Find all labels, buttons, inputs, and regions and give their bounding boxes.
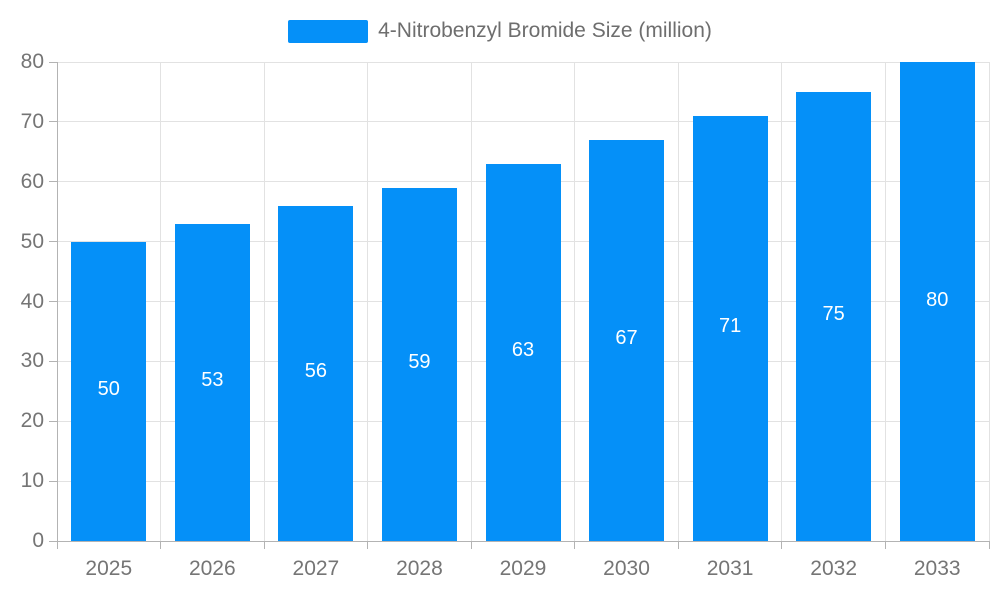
x-axis-tick: [160, 541, 162, 549]
gridline-vertical: [781, 62, 783, 541]
gridline-vertical: [263, 62, 265, 541]
bar-value-label: 59: [408, 351, 431, 374]
legend-label: 4-Nitrobenzyl Bromide Size (million): [378, 19, 712, 42]
x-tick-label: 2025: [85, 557, 133, 580]
bar: [899, 62, 975, 541]
bar-value-label: 63: [511, 339, 535, 362]
bar-value-label: 50: [97, 378, 120, 401]
x-tick-label: 2032: [810, 557, 857, 580]
y-axis-tick: [49, 420, 57, 422]
x-axis-tick: [884, 541, 886, 549]
x-tick-label: 2026: [188, 557, 236, 580]
y-axis-tick: [49, 121, 57, 123]
bar-value-label: 80: [926, 288, 949, 311]
y-tick-label: 80: [20, 50, 44, 73]
y-tick-label: 70: [20, 109, 44, 133]
bar-value-label: 67: [615, 327, 638, 350]
x-tick-label: 2031: [706, 557, 754, 580]
x-tick-label: 2029: [499, 557, 547, 580]
y-axis-tick: [49, 61, 57, 63]
y-tick-label: 20: [20, 409, 44, 433]
gridline-vertical: [677, 62, 679, 541]
y-axis-tick: [49, 360, 57, 362]
y-axis-tick: [49, 480, 57, 482]
bar-value-label: 56: [304, 360, 327, 383]
legend-swatch: [288, 19, 369, 43]
y-axis-tick: [49, 301, 57, 302]
gridline-horizontal: [57, 61, 989, 63]
y-tick-label: 40: [20, 289, 44, 313]
gridline-horizontal: [57, 121, 989, 123]
bar-value-label: 53: [201, 369, 224, 392]
x-tick-label: 2030: [603, 557, 650, 580]
y-tick-label: 0: [32, 529, 44, 552]
y-axis-tick: [49, 181, 57, 183]
y-axis-tick: [49, 540, 57, 542]
y-axis-tick: [49, 241, 57, 243]
bar: [278, 205, 354, 541]
gridline-vertical: [160, 62, 162, 541]
y-tick-label: 50: [20, 229, 44, 253]
bar: [589, 139, 665, 541]
y-tick-label: 30: [20, 349, 44, 373]
x-axis-tick: [677, 541, 679, 549]
bar: [174, 223, 250, 541]
bar-value-label: 75: [822, 303, 845, 326]
chart-legend-item[interactable]: 4-Nitrobenzyl Bromide Size (million): [0, 16, 1000, 46]
x-axis-tick: [574, 541, 576, 549]
gridline-vertical: [367, 62, 369, 541]
bar: [71, 241, 147, 541]
gridline-vertical: [884, 62, 886, 541]
bar: [692, 115, 768, 541]
y-tick-label: 60: [20, 169, 44, 193]
bar: [485, 163, 561, 541]
x-axis-line: [57, 540, 989, 542]
x-tick-label: 2027: [292, 557, 340, 580]
x-axis-tick: [988, 541, 990, 549]
x-tick-label: 2033: [913, 557, 961, 580]
x-axis-tick: [781, 541, 783, 549]
x-axis-tick: [367, 541, 369, 549]
x-tick-label: 2028: [396, 557, 443, 580]
y-tick-label: 10: [20, 469, 44, 493]
gridline-vertical: [988, 62, 990, 541]
y-axis-line: [56, 62, 58, 541]
x-axis-tick: [470, 541, 472, 549]
bar: [796, 91, 872, 541]
bar-value-label: 71: [718, 315, 742, 338]
x-axis-tick: [56, 541, 58, 549]
gridline-vertical: [574, 62, 576, 541]
gridline-vertical: [470, 62, 472, 541]
x-axis-tick: [263, 541, 265, 549]
bar: [381, 187, 457, 541]
